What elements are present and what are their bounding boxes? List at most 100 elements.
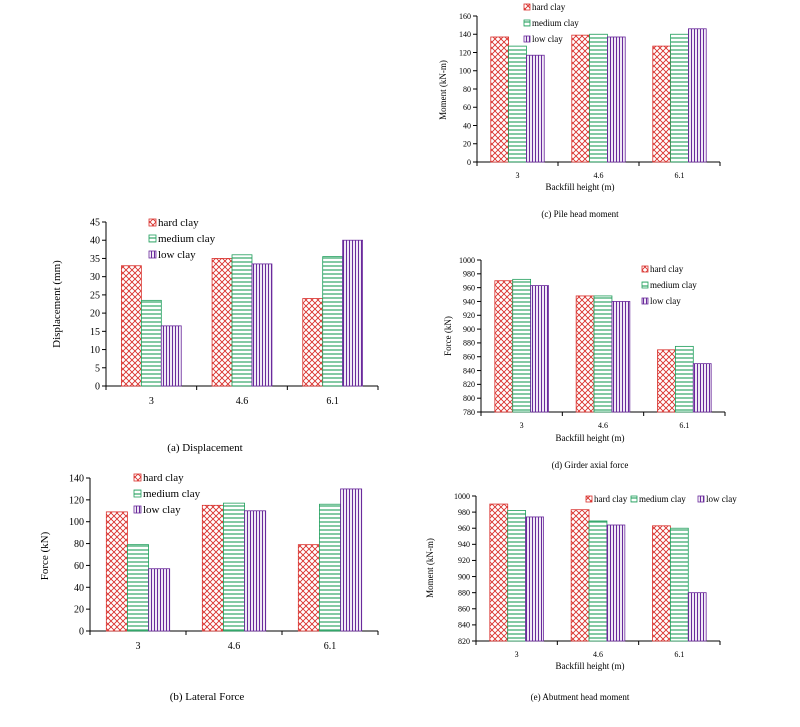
chart-b: 0 20 40 60 80 100 120 140 3 4.6 6.1 Force (kN) (b) L… xyxy=(39,472,379,703)
y-tick-label: 900 xyxy=(458,572,470,581)
bar-hard-clay xyxy=(571,34,590,163)
y-axis-label: Force (kN) xyxy=(39,531,51,580)
chart-caption: (e) Abutment head moment xyxy=(531,692,630,702)
bar-hard-clay xyxy=(657,349,676,413)
bar-medium-clay xyxy=(223,502,245,632)
y-tick-label: 40 xyxy=(90,236,100,247)
legend-label: medium clay xyxy=(639,494,686,504)
y-tick-label: 60 xyxy=(74,561,84,572)
legend-label: medium clay xyxy=(650,280,697,290)
legend-swatch xyxy=(133,473,142,482)
bar-hard-clay xyxy=(297,544,320,632)
bar-low-clay xyxy=(530,285,549,413)
y-tick-label: 20 xyxy=(90,309,100,320)
bar-medium-clay xyxy=(140,299,162,387)
y-axis-label: Moment (kN-m) xyxy=(425,538,435,598)
chart-a: 0 5 10 15 20 25 30 35 40 45 3 4.6 6.1 Displacement (m… xyxy=(51,217,379,454)
x-tick-label: 4.6 xyxy=(228,641,241,652)
bar-hard-clay xyxy=(201,504,224,632)
y-tick-label: 1000 xyxy=(454,492,470,501)
bar-medium-clay xyxy=(507,510,527,642)
bar-low-clay xyxy=(342,239,363,387)
y-tick-label: 780 xyxy=(463,408,475,417)
x-axis-label: Backfill height (m) xyxy=(556,433,625,443)
x-tick-label: 4.6 xyxy=(598,421,608,430)
legend-swatch xyxy=(148,218,157,227)
y-tick-label: 10 xyxy=(90,345,100,356)
bar-hard-clay xyxy=(489,503,509,642)
bar-low-clay xyxy=(692,363,712,413)
chart-caption: (b) Lateral Force xyxy=(170,691,245,703)
legend-label: hard clay xyxy=(158,217,199,229)
y-tick-label: 25 xyxy=(90,290,100,301)
y-tick-label: 40 xyxy=(463,121,471,130)
x-tick-label: 3 xyxy=(149,396,154,407)
bar-low-clay xyxy=(525,516,544,642)
y-tick-label: 860 xyxy=(458,605,470,614)
x-tick-label: 3 xyxy=(515,650,519,659)
legend-label: hard clay xyxy=(594,494,628,504)
y-tick-label: 980 xyxy=(463,270,475,279)
y-tick-label: 140 xyxy=(69,474,84,485)
y-tick-label: 940 xyxy=(463,297,475,306)
chart-e: 820 840 860 880 900 920 940 960 980 1000 3 4.6 6.1 Mo… xyxy=(425,492,737,702)
y-tick-label: 900 xyxy=(463,325,475,334)
bar-hard-clay xyxy=(575,295,595,413)
legend-label: medium clay xyxy=(143,488,201,500)
y-tick-label: 960 xyxy=(463,283,475,292)
legend-swatch xyxy=(641,297,649,305)
y-tick-label: 940 xyxy=(458,540,470,549)
legend-label: low clay xyxy=(532,34,563,44)
legend-swatch xyxy=(630,495,638,503)
x-tick-label: 6.1 xyxy=(675,171,685,180)
bar-hard-clay xyxy=(490,36,509,163)
legend-label: hard clay xyxy=(650,264,684,274)
x-tick-label: 6.1 xyxy=(326,396,339,407)
legend-label: low clay xyxy=(143,504,181,516)
y-tick-label: 920 xyxy=(458,556,470,565)
y-tick-label: 160 xyxy=(459,12,471,21)
y-tick-label: 20 xyxy=(463,140,471,149)
bar-medium-clay xyxy=(588,520,608,642)
legend: hard clay medium clay low clay xyxy=(148,217,216,261)
bar-low-clay xyxy=(251,263,273,387)
legend-swatch xyxy=(697,495,705,503)
y-tick-label: 1000 xyxy=(459,256,475,265)
legend-swatch xyxy=(585,495,593,503)
legend: hard clay medium clay low clay xyxy=(133,472,201,516)
y-tick-label: 15 xyxy=(90,327,100,338)
legend-swatch xyxy=(641,265,649,273)
x-axis-label: Backfill height (m) xyxy=(556,661,625,671)
bar-medium-clay xyxy=(670,33,689,163)
bar-low-clay xyxy=(340,488,363,632)
bar-hard-clay xyxy=(652,45,671,163)
bar-medium-clay xyxy=(593,295,613,413)
bar-low-clay xyxy=(607,36,626,163)
bar-low-clay xyxy=(687,592,707,642)
legend-swatch xyxy=(523,19,531,27)
legend: hard clay medium clay low clay xyxy=(585,494,737,504)
y-tick-label: 860 xyxy=(463,353,475,362)
x-tick-label: 4.6 xyxy=(594,171,604,180)
x-tick-label: 4.6 xyxy=(593,650,603,659)
y-tick-label: 120 xyxy=(69,495,84,506)
y-tick-label: 5 xyxy=(95,363,100,374)
x-tick-label: 6.1 xyxy=(674,650,684,659)
bar-medium-clay xyxy=(231,254,253,387)
y-tick-label: 40 xyxy=(74,583,84,594)
y-tick-label: 100 xyxy=(69,517,84,528)
legend-swatch xyxy=(133,489,142,498)
legend-swatch xyxy=(641,281,649,289)
y-tick-label: 820 xyxy=(458,637,470,646)
bar-hard-clay xyxy=(105,511,128,632)
y-tick-label: 880 xyxy=(463,339,475,348)
x-tick-label: 6.1 xyxy=(679,421,689,430)
y-tick-label: 35 xyxy=(90,254,100,265)
y-tick-label: 140 xyxy=(459,30,471,39)
legend-swatch xyxy=(148,250,157,259)
bar-medium-clay xyxy=(512,278,532,413)
bar-low-clay xyxy=(688,28,707,163)
y-tick-label: 0 xyxy=(467,158,471,167)
bar-low-clay xyxy=(160,325,182,387)
